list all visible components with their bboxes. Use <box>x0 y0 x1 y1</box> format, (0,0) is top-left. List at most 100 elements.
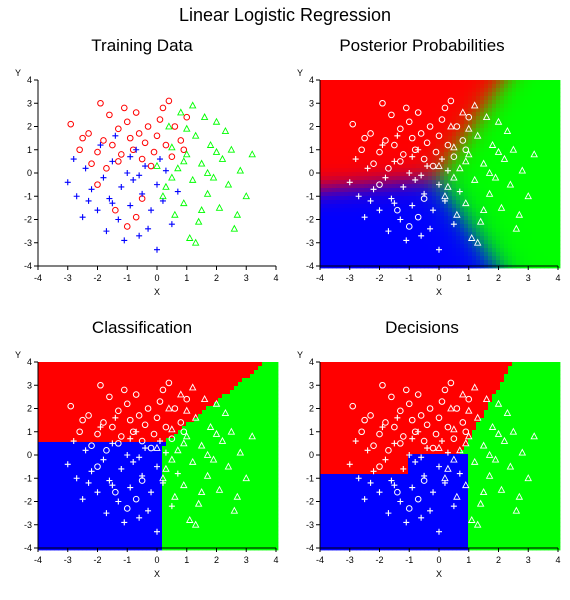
data-point-circle <box>100 137 107 144</box>
region-cell <box>352 168 357 173</box>
region-cell <box>540 172 545 177</box>
region-cell <box>448 244 453 249</box>
region-cell <box>372 228 377 233</box>
region-cell <box>332 220 337 225</box>
region-cell <box>500 260 505 265</box>
region-cell <box>360 228 365 233</box>
region-cell <box>384 204 389 209</box>
data-point-triangle <box>188 101 197 109</box>
region-cell <box>328 104 333 109</box>
region-cell <box>504 112 509 117</box>
region-cell <box>440 136 445 141</box>
region-cell <box>460 244 465 249</box>
region-cell <box>158 530 163 535</box>
region-cell <box>468 112 473 117</box>
region-cell <box>356 168 361 173</box>
region-cell <box>348 224 353 229</box>
region-cell <box>54 530 59 535</box>
region-cell <box>174 450 179 455</box>
region-cell <box>38 534 43 539</box>
region-cell <box>194 438 199 443</box>
region-cell <box>488 192 493 197</box>
region-cell <box>340 180 345 185</box>
region-cell <box>508 156 513 161</box>
region-cell <box>448 260 453 265</box>
region-cell <box>90 498 95 503</box>
region-cell <box>66 378 71 383</box>
region-cell <box>38 530 43 535</box>
region-cell <box>380 168 385 173</box>
region-cell <box>54 458 59 463</box>
region-cell <box>460 84 465 89</box>
region-cell <box>170 414 175 419</box>
region-cell <box>166 390 171 395</box>
region-cell <box>106 390 111 395</box>
region-cell <box>372 252 377 257</box>
region-cell <box>130 454 135 459</box>
data-point-plus <box>106 195 113 202</box>
region-cell <box>484 104 489 109</box>
region-cell <box>62 418 67 423</box>
region-cell <box>428 156 433 161</box>
region-cell <box>352 156 357 161</box>
region-cell <box>544 196 549 201</box>
region-cell <box>392 80 397 85</box>
data-point-circle <box>147 162 155 170</box>
region-cell <box>98 498 103 503</box>
region-cell <box>114 390 119 395</box>
region-cell <box>62 370 67 375</box>
region-cell <box>332 232 337 237</box>
region-cell <box>520 164 525 169</box>
region-cell <box>62 442 67 447</box>
region-cell <box>138 534 143 539</box>
region-cell <box>504 88 509 93</box>
region-cell <box>134 470 139 475</box>
region-cell <box>190 366 195 371</box>
region-cell <box>368 124 373 129</box>
region-cell <box>118 474 123 479</box>
region-cell <box>416 176 421 181</box>
region-cell <box>352 240 357 245</box>
region-cell <box>508 200 513 205</box>
region-cell <box>194 466 199 471</box>
region-cell <box>62 474 67 479</box>
region-cell <box>408 248 413 253</box>
region-cell <box>524 204 529 209</box>
region-cell <box>476 140 481 145</box>
region-cell <box>524 120 529 125</box>
region-cell <box>356 132 361 137</box>
region-cell <box>154 390 159 395</box>
region-cell <box>420 92 425 97</box>
region-cell <box>130 502 135 507</box>
region-cell <box>412 212 417 217</box>
region-cell <box>532 192 537 197</box>
region-cell <box>384 232 389 237</box>
region-cell <box>174 470 179 475</box>
region-cell <box>444 220 449 225</box>
region-cell <box>476 260 481 265</box>
region-cell <box>42 502 47 507</box>
region-cell <box>328 192 333 197</box>
region-cell <box>38 458 43 463</box>
region-cell <box>324 120 329 125</box>
region-cell <box>492 188 497 193</box>
region-cell <box>46 454 51 459</box>
region-cell <box>332 208 337 213</box>
region-cell <box>142 386 147 391</box>
data-point-triangle <box>224 180 233 188</box>
region-cell <box>328 96 333 101</box>
region-cell <box>424 128 429 133</box>
region-cell <box>194 362 199 367</box>
region-cell <box>420 156 425 161</box>
region-cell <box>516 180 521 185</box>
region-cell <box>544 124 549 129</box>
region-cell <box>448 220 453 225</box>
region-cell <box>420 168 425 173</box>
region-cell <box>134 410 139 415</box>
region-cell <box>432 248 437 253</box>
region-cell <box>182 522 187 527</box>
region-cell <box>528 256 533 261</box>
region-cell <box>158 510 163 515</box>
region-cell <box>348 144 353 149</box>
y-tick-label: -1 <box>306 191 314 201</box>
